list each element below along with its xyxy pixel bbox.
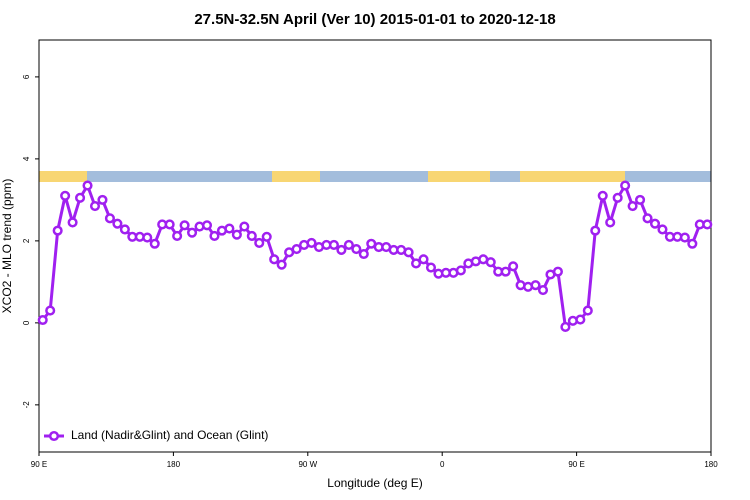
x-tick-label: 180	[704, 460, 718, 469]
y-tick-label: 2	[22, 238, 31, 243]
point	[89, 200, 101, 212]
point	[60, 190, 71, 201]
point	[425, 262, 437, 273]
point	[231, 229, 242, 240]
land-ocean-strip	[39, 171, 711, 182]
point	[635, 194, 646, 205]
point	[119, 224, 130, 235]
point	[411, 258, 422, 269]
land-strip	[520, 171, 625, 182]
plot-frame	[38, 39, 712, 453]
point	[97, 194, 108, 205]
point	[201, 220, 213, 231]
point	[612, 192, 623, 203]
x-tick-label: 90 E	[568, 460, 584, 469]
point	[246, 230, 257, 242]
y-tick-label: -2	[22, 401, 31, 409]
point	[239, 221, 250, 232]
point	[530, 280, 541, 291]
point	[276, 259, 287, 270]
point	[172, 230, 183, 242]
point	[418, 254, 429, 265]
point	[291, 244, 302, 255]
x-tick-label: 90 E	[31, 460, 47, 469]
legend-marker	[48, 430, 60, 442]
point	[455, 265, 466, 276]
point	[657, 224, 668, 235]
point	[358, 248, 369, 260]
point	[104, 213, 115, 224]
point	[75, 192, 86, 203]
point	[328, 239, 339, 251]
point	[269, 254, 280, 265]
series-line	[41, 182, 708, 330]
x-tick-label: 180	[167, 460, 181, 469]
y-axis-label: XCO2 - MLO trend (ppm)	[0, 179, 14, 314]
point	[82, 180, 93, 191]
point	[537, 285, 549, 296]
point	[179, 220, 190, 231]
point	[336, 244, 347, 255]
point	[679, 232, 690, 243]
land-strip	[272, 171, 320, 182]
x-tick-label: 90 W	[298, 460, 317, 469]
chart-title: 27.5N-32.5N April (Ver 10) 2015-01-01 to…	[194, 11, 555, 28]
point	[261, 231, 272, 242]
point	[149, 238, 160, 249]
point	[52, 225, 63, 236]
point	[500, 266, 511, 277]
point	[254, 237, 265, 248]
x-axis-label: Longitude (deg E)	[327, 476, 422, 490]
point	[209, 230, 220, 242]
point	[164, 219, 175, 230]
land-strip	[39, 171, 87, 182]
point	[590, 225, 601, 236]
legend-label: Land (Nadir&Glint) and Ocean (Glint)	[71, 428, 268, 442]
point	[642, 213, 653, 224]
point	[597, 190, 608, 201]
point	[142, 232, 153, 243]
y-tick-label: 4	[22, 156, 31, 161]
point	[552, 266, 563, 277]
point	[627, 200, 638, 212]
point	[702, 219, 713, 230]
point	[649, 218, 661, 229]
point	[351, 244, 362, 255]
point	[605, 217, 616, 228]
ocean-strip	[39, 171, 711, 182]
point	[187, 227, 198, 238]
point	[67, 217, 78, 228]
y-tick-label: 0	[22, 320, 31, 325]
y-tick-label: 6	[22, 74, 31, 79]
point	[343, 239, 354, 251]
point	[224, 223, 235, 234]
point	[620, 180, 631, 191]
point	[508, 261, 519, 272]
x-tick-label: 0	[440, 460, 445, 469]
point	[37, 314, 48, 326]
point	[575, 314, 586, 325]
point	[582, 305, 593, 316]
point	[485, 257, 496, 268]
point	[45, 305, 56, 316]
point	[112, 218, 123, 229]
point	[403, 247, 414, 258]
point	[306, 237, 317, 248]
point	[560, 321, 571, 333]
land-strip	[428, 171, 490, 182]
point	[687, 238, 698, 249]
